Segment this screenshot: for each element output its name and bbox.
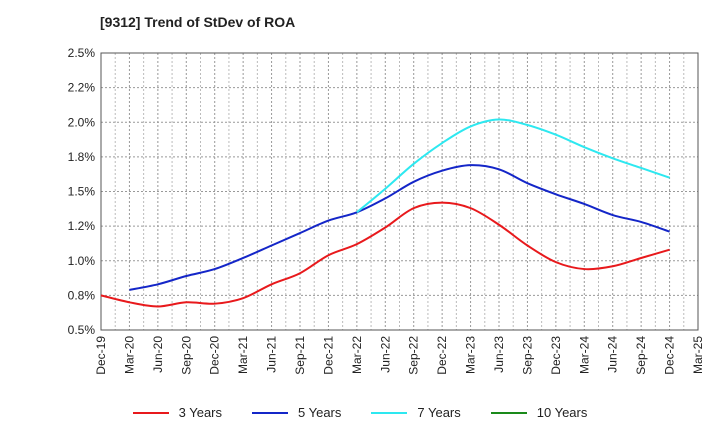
x-tick-label: Dec-19 xyxy=(94,336,108,375)
series-line-3-years xyxy=(100,201,670,308)
x-tick-label: Jun-21 xyxy=(265,336,279,373)
y-tick-label: 2.5% xyxy=(68,46,96,60)
legend-swatch xyxy=(132,411,169,414)
legend-label: 5 Years xyxy=(298,405,342,420)
x-tick-label: Mar-25 xyxy=(691,336,705,374)
y-tick-label: 1.0% xyxy=(68,254,96,268)
x-tick-label: Dec-21 xyxy=(321,336,335,375)
legend-item-5-years: 5 Years xyxy=(252,405,341,420)
legend-item-7-years: 7 Years xyxy=(371,405,461,420)
x-tick-label: Mar-22 xyxy=(350,336,364,374)
y-tick-label: 1.2% xyxy=(68,219,96,233)
x-tick-label: Sep-20 xyxy=(179,336,193,375)
legend-swatch xyxy=(371,411,408,414)
y-tick-label: 0.8% xyxy=(68,288,96,302)
x-tick-label: Sep-24 xyxy=(634,336,648,375)
y-tick-label: 1.8% xyxy=(68,150,96,164)
x-tick-label: Jun-24 xyxy=(606,336,620,373)
x-tick-label: Jun-23 xyxy=(492,336,506,373)
y-tick-label: 0.5% xyxy=(68,323,96,337)
tick-labels: 0.5% 0.8% 1.0% 1.2% 1.5% 1.8% 2.0% 2.2% 2.5% Dec-… xyxy=(68,46,705,375)
legend-item-10-years: 10 Years xyxy=(490,405,588,420)
y-tick-label: 2.0% xyxy=(68,115,96,129)
axes xyxy=(100,52,699,331)
series-lines xyxy=(100,118,670,308)
legend-swatch xyxy=(490,411,527,414)
x-tick-label: Dec-24 xyxy=(663,336,677,375)
legend: 3 Years 5 Years 7 Years 10 Years xyxy=(0,405,720,420)
legend-swatch xyxy=(252,411,288,414)
legend-item-3-years: 3 Years xyxy=(132,405,222,420)
x-tick-label: Mar-21 xyxy=(236,336,250,374)
x-tick-label: Dec-20 xyxy=(208,336,222,375)
legend-label: 3 Years xyxy=(178,405,222,420)
x-tick-label: Mar-24 xyxy=(577,336,591,374)
legend-label: 7 Years xyxy=(417,405,461,420)
x-tick-label: Jun-20 xyxy=(151,336,165,373)
grid-lines xyxy=(100,52,699,331)
x-tick-label: Mar-23 xyxy=(464,336,478,374)
chart-title: [9312] Trend of StDev of ROA xyxy=(100,14,296,30)
plot-frame xyxy=(100,52,699,331)
y-tick-label: 2.2% xyxy=(68,81,96,95)
x-tick-label: Jun-22 xyxy=(378,336,392,373)
series-line-5-years xyxy=(129,164,670,291)
x-tick-label: Dec-23 xyxy=(549,336,563,375)
legend-label: 10 Years xyxy=(536,405,588,420)
x-tick-label: Dec-22 xyxy=(435,336,449,375)
x-tick-label: Sep-23 xyxy=(520,336,534,375)
series-line-7-years xyxy=(356,118,670,214)
x-tick-label: Mar-20 xyxy=(122,336,136,374)
x-tick-label: Sep-22 xyxy=(407,336,421,375)
y-tick-label: 1.5% xyxy=(68,185,96,199)
x-tick-label: Sep-21 xyxy=(293,336,307,375)
